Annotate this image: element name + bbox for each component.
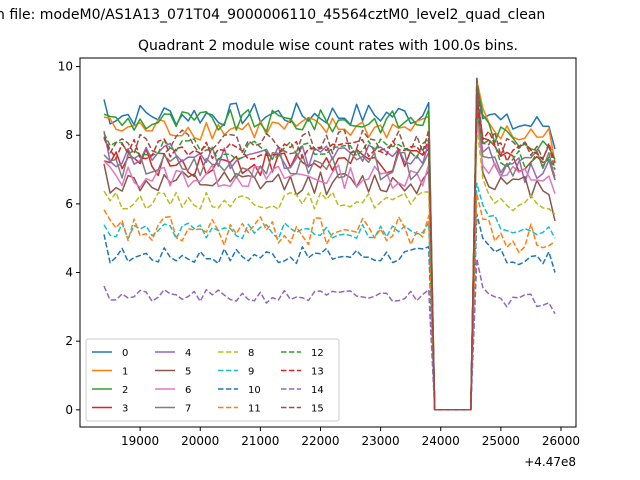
legend-label-6: 6 xyxy=(185,385,191,396)
series-line-14 xyxy=(103,258,556,411)
x-tick-label: 22000 xyxy=(301,434,339,448)
y-tick-label: 2 xyxy=(65,334,73,348)
series-line-10 xyxy=(103,213,556,411)
x-tick-label: 26000 xyxy=(542,434,580,448)
series-line-6 xyxy=(103,117,556,411)
legend-label-2: 2 xyxy=(122,385,128,396)
series-line-8 xyxy=(103,124,556,411)
x-tick-label: 20000 xyxy=(181,434,219,448)
legend-label-8: 8 xyxy=(248,348,254,359)
x-tick-label: 23000 xyxy=(362,434,400,448)
series-line-13 xyxy=(103,103,556,411)
series-line-2 xyxy=(103,82,556,411)
series-layer xyxy=(103,76,556,411)
legend-label-15: 15 xyxy=(311,404,324,415)
legend-label-9: 9 xyxy=(248,367,254,378)
x-tick-label: 25000 xyxy=(482,434,520,448)
legend-label-10: 10 xyxy=(248,385,261,396)
x-tick-label: 21000 xyxy=(241,434,279,448)
plot-frame xyxy=(79,57,577,428)
axes-layer: 19000 20000 21000 22000 23000 24000 25000 26000… xyxy=(58,60,580,448)
series-line-9 xyxy=(103,182,556,411)
legend-label-1: 1 xyxy=(122,367,128,378)
y-tick-label: 6 xyxy=(65,197,73,211)
legend-label-7: 7 xyxy=(185,404,191,415)
figure-suptitle: n file: modeM0/AS1A13_071T04_9000006110_… xyxy=(0,7,545,23)
legend-label-12: 12 xyxy=(311,348,324,359)
legend-label-3: 3 xyxy=(122,404,128,415)
y-tick-label: 10 xyxy=(58,60,73,74)
legend-box xyxy=(85,338,340,422)
y-tick-label: 4 xyxy=(65,266,73,280)
x-offset-text: +4.47e8 xyxy=(524,455,576,469)
legend-label-11: 11 xyxy=(248,404,261,415)
series-line-15 xyxy=(103,76,556,411)
y-tick-label: 0 xyxy=(65,403,73,417)
legend-label-14: 14 xyxy=(311,385,324,396)
chart-title: Quadrant 2 module wise count rates with … xyxy=(138,38,518,54)
x-tick-label: 24000 xyxy=(422,434,460,448)
legend-label-4: 4 xyxy=(185,348,191,359)
y-tick-label: 8 xyxy=(65,128,73,142)
series-line-12 xyxy=(103,110,556,411)
legend-label-13: 13 xyxy=(311,367,324,378)
series-line-11 xyxy=(103,192,556,411)
legend-label-0: 0 xyxy=(122,348,128,359)
legend-label-5: 5 xyxy=(185,367,191,378)
x-tick-label: 19000 xyxy=(121,434,159,448)
